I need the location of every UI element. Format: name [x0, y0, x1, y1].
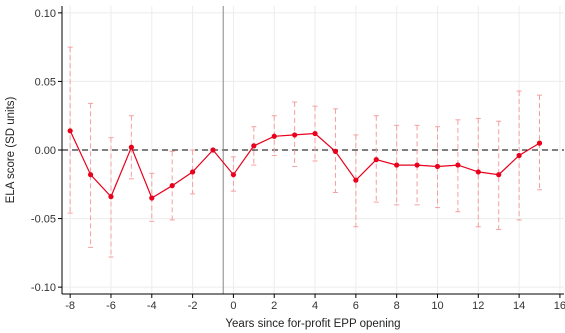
data-point-2 [108, 194, 114, 200]
data-points [67, 128, 543, 201]
data-point-12 [312, 130, 318, 137]
x-tick-label-2: -4 [147, 300, 157, 312]
x-tick-labels: -8 -6 -4 -2 0 2 4 6 8 10 12 14 16 [65, 300, 565, 312]
data-point-8 [230, 172, 237, 178]
x-tick-label-9: 10 [431, 300, 443, 312]
data-point-6 [190, 169, 196, 175]
y-tick-label-0: -0.10 [31, 282, 56, 294]
data-point-7 [210, 147, 216, 153]
data-point-17 [414, 162, 420, 168]
x-tick-label-11: 14 [513, 300, 525, 312]
x-tick-label-8: 8 [394, 300, 400, 312]
y-tick-label-4: 0.10 [35, 8, 56, 20]
axes [58, 6, 564, 298]
x-axis-label: Years since for-profit EPP opening [225, 318, 400, 330]
data-point-11 [292, 132, 298, 138]
data-point-20 [475, 169, 481, 175]
y-tick-label-2: 0.00 [35, 145, 56, 157]
data-point-19 [455, 162, 461, 168]
x-tick-label-12: 16 [554, 300, 565, 312]
data-point-22 [516, 152, 522, 159]
data-point-18 [434, 163, 441, 170]
data-point-16 [394, 162, 400, 168]
series-polyline [69, 130, 540, 199]
x-tick-label-10: 12 [472, 300, 484, 312]
y-tick-labels: -0.10 -0.05 0.00 0.05 0.10 [31, 8, 56, 294]
data-point-5 [169, 183, 175, 189]
data-point-1 [87, 172, 94, 178]
data-point-21 [496, 172, 502, 178]
x-tick-label-3: -2 [188, 300, 198, 312]
y-axis-label: ELA score (SD units) [5, 96, 17, 203]
data-point-13 [332, 148, 339, 154]
x-tick-label-1: -6 [106, 300, 116, 312]
y-tick-label-1: -0.05 [31, 214, 56, 226]
data-point-23 [536, 140, 543, 146]
data-point-15 [373, 157, 379, 163]
y-tick-label-3: 0.05 [35, 76, 56, 88]
data-point-9 [251, 143, 257, 149]
data-point-14 [353, 177, 359, 183]
x-tick-label-4: 0 [230, 300, 236, 312]
x-tick-label-5: 2 [271, 300, 277, 312]
data-point-3 [128, 144, 134, 150]
series-line [69, 130, 540, 199]
data-point-10 [271, 133, 277, 139]
data-point-4 [149, 195, 155, 201]
x-tick-label-0: -8 [65, 300, 75, 312]
reference-lines [62, 6, 564, 294]
x-tick-label-6: 4 [312, 300, 318, 312]
data-point-0 [67, 128, 73, 134]
x-tick-label-7: 6 [353, 300, 359, 312]
